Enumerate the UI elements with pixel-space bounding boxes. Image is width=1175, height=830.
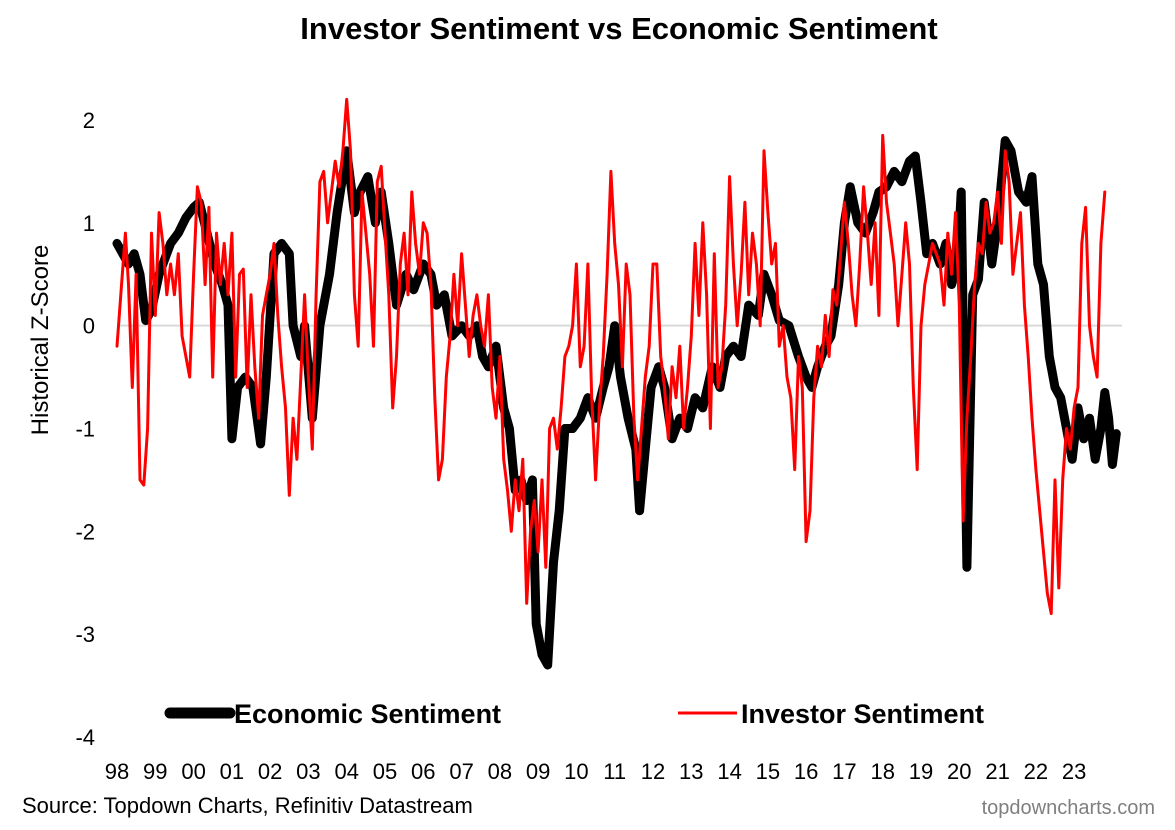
- chart-title: Investor Sentiment vs Economic Sentiment: [300, 11, 937, 46]
- y-tick-label: 0: [83, 314, 95, 339]
- x-tick-label: 03: [296, 759, 320, 784]
- x-tick-label: 05: [373, 759, 397, 784]
- x-tick-label: 20: [947, 759, 971, 784]
- x-tick-label: 18: [870, 759, 894, 784]
- x-axis-ticks: 98 99 00 01 02 03 04 05 06 07 08 09 10 11 12 13 14 15 16 17…: [105, 759, 1087, 784]
- x-tick-label: 11: [603, 759, 626, 784]
- y-tick-label: -3: [75, 622, 95, 647]
- y-tick-label: -1: [75, 417, 95, 442]
- x-tick-label: 00: [181, 759, 205, 784]
- legend-investor-label: Investor Sentiment: [741, 699, 984, 729]
- y-tick-label: -2: [75, 519, 95, 544]
- source-note: Source: Topdown Charts, Refinitiv Datast…: [22, 793, 473, 818]
- y-axis-ticks: 2 1 0 -1 -2 -3 -4: [75, 108, 95, 750]
- watermark: topdowncharts.com: [982, 797, 1155, 819]
- x-tick-label: 99: [143, 759, 167, 784]
- x-tick-label: 08: [488, 759, 512, 784]
- x-tick-label: 07: [449, 759, 473, 784]
- x-tick-label: 17: [832, 759, 856, 784]
- x-tick-label: 23: [1062, 759, 1086, 784]
- y-tick-label: 2: [83, 108, 95, 133]
- series-line-investor-sentiment: [115, 97, 1107, 616]
- y-tick-label: -4: [75, 725, 95, 750]
- x-tick-label: 06: [411, 759, 435, 784]
- legend: Economic Sentiment Investor Sentiment: [164, 699, 984, 729]
- x-tick-label: 14: [717, 759, 741, 784]
- x-tick-label: 22: [1024, 759, 1048, 784]
- y-axis-label: Historical Z-Score: [27, 245, 54, 436]
- x-tick-label: 98: [105, 759, 129, 784]
- x-tick-label: 12: [641, 759, 665, 784]
- series-layer: [112, 97, 1121, 670]
- x-tick-label: 13: [679, 759, 703, 784]
- x-tick-label: 15: [756, 759, 780, 784]
- x-tick-label: 01: [220, 759, 244, 784]
- x-tick-label: 09: [526, 759, 550, 784]
- x-tick-label: 04: [334, 759, 358, 784]
- legend-economic-label: Economic Sentiment: [234, 699, 501, 729]
- y-tick-label: 1: [83, 211, 95, 236]
- x-tick-label: 10: [564, 759, 588, 784]
- x-tick-label: 19: [909, 759, 933, 784]
- x-tick-label: 21: [985, 759, 1009, 784]
- x-tick-label: 16: [794, 759, 818, 784]
- x-tick-label: 02: [258, 759, 282, 784]
